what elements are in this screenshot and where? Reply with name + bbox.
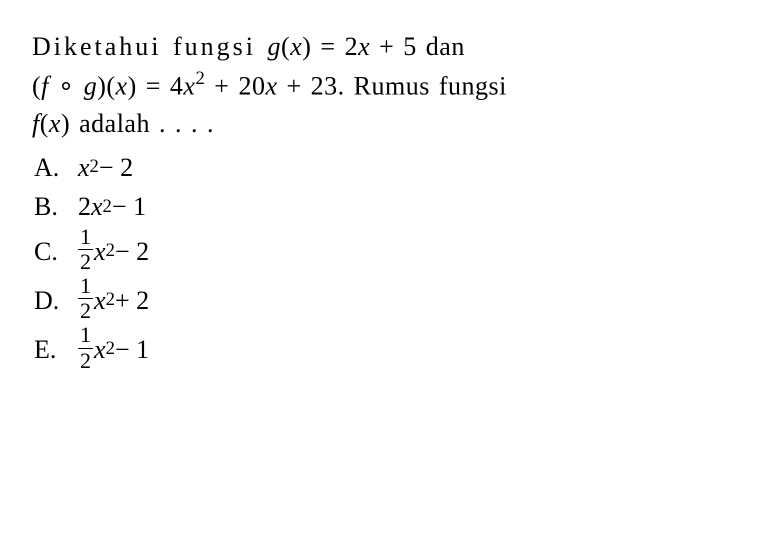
var-x: x: [78, 149, 90, 187]
q-text: ) adalah . . . .: [61, 109, 214, 138]
q-var-x: x: [290, 32, 302, 61]
option-expression: 1 2 x2 − 2: [78, 228, 149, 275]
option-expression: 2x2 − 1: [78, 188, 146, 226]
fraction-half: 1 2: [78, 226, 93, 273]
q-paren: )(: [97, 71, 115, 100]
exp: 2: [106, 335, 115, 362]
option-expression: x2 − 2: [78, 149, 133, 187]
option-expression: 1 2 x2 − 1: [78, 326, 149, 373]
var-x: x: [94, 282, 106, 320]
q-var-x: x: [116, 71, 128, 100]
q-var-x: x: [49, 109, 61, 138]
option-expression: 1 2 x2 + 2: [78, 277, 149, 324]
q-var-x: x: [183, 71, 195, 100]
rest: − 2: [99, 149, 133, 187]
q-fn-g: g: [84, 71, 98, 100]
option-letter: E.: [34, 331, 78, 369]
option-d: D. 1 2 x2 + 2: [34, 277, 745, 324]
rest: + 2: [115, 282, 149, 320]
option-e: E. 1 2 x2 − 1: [34, 326, 745, 373]
option-letter: D.: [34, 282, 78, 320]
q-text: + 23. Rumus fungsi: [278, 71, 507, 100]
option-a: A. x2 − 2: [34, 149, 745, 187]
q-fn-f: f: [32, 109, 40, 138]
numerator: 1: [78, 275, 93, 299]
rest: − 1: [115, 331, 149, 369]
q-fn-f: f: [41, 71, 49, 100]
rest: − 2: [115, 233, 149, 271]
q-exp: 2: [195, 68, 205, 89]
q-eq: ) = 2: [302, 32, 358, 61]
option-c: C. 1 2 x2 − 2: [34, 228, 745, 275]
q-var-x: x: [358, 32, 370, 61]
option-letter: A.: [34, 149, 78, 187]
exp: 2: [106, 286, 115, 313]
denominator: 2: [78, 349, 93, 372]
q-var-x: x: [265, 71, 277, 100]
fraction-half: 1 2: [78, 275, 93, 322]
q-text: Diketahui fungsi: [32, 32, 268, 61]
exp: 2: [90, 153, 99, 180]
q-text: + 5 dan: [370, 32, 465, 61]
denominator: 2: [78, 299, 93, 322]
option-letter: C.: [34, 233, 78, 271]
exp: 2: [106, 237, 115, 264]
option-letter: B.: [34, 188, 78, 226]
options-list: A. x2 − 2 B. 2x2 − 1 C. 1 2 x2 − 2 D. 1 …: [34, 149, 745, 374]
var-x: x: [94, 331, 106, 369]
denominator: 2: [78, 250, 93, 273]
numerator: 1: [78, 324, 93, 348]
q-paren: (: [32, 71, 41, 100]
q-compose: ∘: [49, 71, 84, 100]
q-fn-g: g: [268, 32, 282, 61]
rest: − 1: [112, 188, 146, 226]
q-paren: (: [281, 32, 290, 61]
exp: 2: [103, 193, 112, 220]
var-x: x: [94, 233, 106, 271]
q-eq: ) = 4: [128, 71, 184, 100]
numerator: 1: [78, 226, 93, 250]
q-text: + 20: [205, 71, 265, 100]
coef: 2: [78, 188, 91, 226]
fraction-half: 1 2: [78, 324, 93, 371]
q-paren: (: [40, 109, 49, 138]
question-text: Diketahui fungsi g(x) = 2x + 5 dan (f ∘ …: [32, 28, 745, 143]
option-b: B. 2x2 − 1: [34, 188, 745, 226]
var-x: x: [91, 188, 103, 226]
